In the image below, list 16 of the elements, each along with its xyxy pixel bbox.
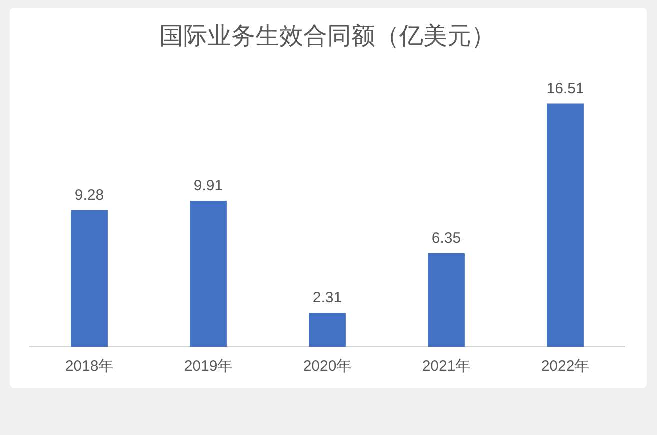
bar (547, 104, 584, 347)
x-tick-label: 2021年 (422, 358, 471, 376)
data-label: 6.35 (432, 230, 462, 248)
bar (309, 312, 346, 347)
x-tick-label: 2018年 (65, 358, 114, 376)
data-label: 2.31 (312, 290, 342, 307)
data-label: 9.28 (74, 186, 104, 204)
x-tick-label: 2022年 (541, 358, 590, 376)
bar (190, 200, 227, 347)
chart-title: 国际业务生效合同额（亿美元） (160, 23, 496, 50)
x-tick-label: 2020年 (303, 358, 352, 376)
bar (428, 253, 465, 347)
data-label: 16.51 (546, 80, 584, 98)
data-label: 9.91 (194, 178, 224, 195)
bar (71, 210, 108, 347)
x-tick-label: 2019年 (184, 358, 233, 376)
